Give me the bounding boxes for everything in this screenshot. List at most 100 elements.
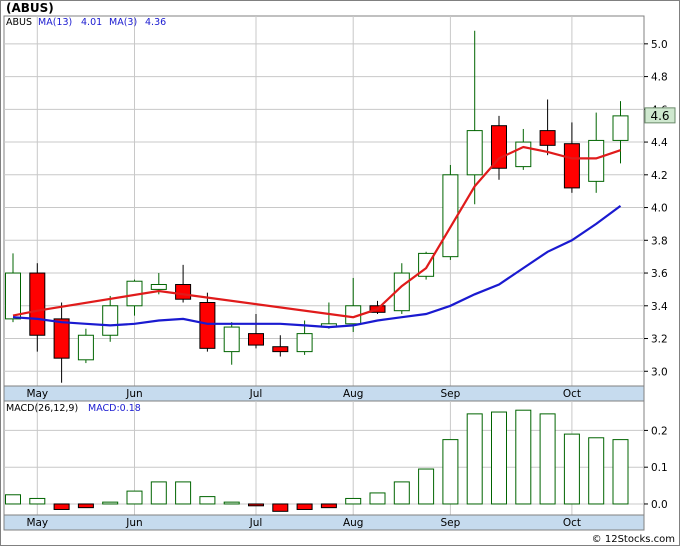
candle-body bbox=[296, 333, 313, 353]
price-plot-area bbox=[3, 15, 645, 387]
macd-bar bbox=[369, 492, 386, 505]
price-x-tick-label: Oct bbox=[563, 388, 581, 400]
macd-x-tick-label: Jul bbox=[249, 517, 263, 529]
macd-x-axis: May Jun Jul Aug Sep Oct bbox=[26, 517, 581, 529]
macd-x-tick-label: Aug bbox=[343, 517, 364, 529]
price-y-tick-label: 3.8 bbox=[651, 235, 668, 247]
candle-body bbox=[612, 115, 629, 141]
chart-title: (ABUS) bbox=[6, 1, 54, 15]
macd-plot-area bbox=[3, 400, 645, 516]
candle-body bbox=[588, 139, 605, 182]
macd-bar bbox=[126, 490, 143, 505]
macd-y-tick-label: 0.0 bbox=[651, 499, 668, 511]
legend-ma13-value: 4.01 bbox=[81, 17, 102, 28]
macd-value-label: MACD:0.18 bbox=[88, 403, 141, 414]
moving-average-lines bbox=[12, 145, 622, 329]
price-panel: 3.0 3.2 3.4 3.6 3.8 4.0 4.2 4.4 4.6 4.8 5.0 May Jun… bbox=[3, 15, 676, 402]
macd-bar bbox=[296, 503, 313, 510]
price-x-tick-label: Aug bbox=[343, 388, 364, 400]
candle bbox=[466, 30, 483, 205]
candle-body bbox=[563, 143, 580, 189]
candle-body bbox=[515, 141, 532, 168]
macd-bar bbox=[150, 481, 167, 505]
candle-body bbox=[223, 326, 240, 353]
candle-body bbox=[29, 272, 46, 336]
macd-bar bbox=[612, 439, 629, 505]
candle bbox=[102, 295, 119, 342]
price-x-tick-label: May bbox=[26, 388, 48, 400]
candle-body bbox=[466, 130, 483, 176]
candle-body bbox=[150, 283, 167, 290]
ma13-line bbox=[12, 205, 622, 329]
macd-bar bbox=[29, 497, 46, 505]
macd-bar bbox=[53, 503, 70, 510]
price-y-tick-label: 4.0 bbox=[651, 203, 668, 215]
price-x-tick-label: Sep bbox=[441, 388, 461, 400]
macd-bar bbox=[491, 411, 507, 505]
macd-y-axis: 0.0 0.1 0.2 bbox=[644, 425, 668, 511]
macd-histogram bbox=[5, 409, 629, 512]
price-y-tick-label: 3.6 bbox=[651, 268, 668, 280]
macd-bar bbox=[320, 503, 337, 509]
legend-ma3-label: MA(3) bbox=[109, 17, 137, 28]
candle bbox=[272, 335, 289, 357]
macd-panel: 0.0 0.1 0.2 May Jun Jul Aug Sep Oct bbox=[3, 400, 668, 531]
macd-bar bbox=[393, 481, 410, 505]
candle-body bbox=[539, 130, 556, 146]
macd-label: MACD(26,12,9) bbox=[6, 403, 78, 414]
price-y-tick-label: 4.2 bbox=[651, 170, 668, 182]
candle-body bbox=[272, 346, 289, 353]
candle-body bbox=[5, 272, 21, 320]
macd-x-axis-band bbox=[3, 514, 645, 531]
price-x-axis: May Jun Jul Aug Sep Oct bbox=[26, 388, 581, 400]
price-x-tick-label: Jul bbox=[249, 388, 263, 400]
legend-ma3-value: 4.36 bbox=[145, 17, 166, 28]
macd-bar bbox=[345, 497, 362, 505]
macd-bar bbox=[5, 494, 21, 505]
candle-body bbox=[53, 318, 70, 359]
candle bbox=[53, 302, 70, 383]
legend-symbol: ABUS bbox=[6, 17, 32, 28]
candle-body bbox=[77, 334, 94, 361]
candle-body bbox=[442, 174, 459, 258]
macd-bar bbox=[77, 503, 94, 509]
macd-bar bbox=[515, 409, 532, 505]
candle-body bbox=[248, 333, 264, 346]
macd-bar bbox=[223, 501, 240, 505]
price-x-tick-label: Jun bbox=[125, 388, 142, 400]
macd-x-tick-label: Oct bbox=[563, 517, 581, 529]
candle bbox=[539, 99, 556, 156]
macd-bar bbox=[248, 503, 264, 507]
candle bbox=[5, 253, 21, 323]
candle-body bbox=[102, 305, 119, 336]
candle bbox=[223, 322, 240, 365]
legend-ma13-label: MA(13) bbox=[38, 17, 72, 28]
macd-bar bbox=[466, 413, 483, 505]
macd-bar bbox=[563, 433, 580, 505]
last-price-tag-label: 4.6 bbox=[650, 109, 669, 123]
macd-bar bbox=[272, 503, 289, 512]
macd-bar bbox=[588, 437, 605, 505]
candle bbox=[77, 328, 94, 364]
last-price-tag: 4.6 bbox=[644, 107, 676, 124]
macd-bar bbox=[199, 496, 216, 505]
candle-body bbox=[491, 125, 507, 169]
ma3-line bbox=[12, 145, 621, 319]
candle-body bbox=[199, 302, 216, 349]
price-y-tick-label: 4.4 bbox=[651, 137, 668, 149]
macd-y-tick-label: 0.2 bbox=[651, 425, 668, 437]
candle-body bbox=[175, 283, 192, 300]
macd-bar bbox=[102, 501, 119, 505]
macd-y-tick-label: 0.1 bbox=[651, 462, 668, 474]
price-x-axis-band bbox=[3, 385, 645, 402]
macd-bar bbox=[175, 481, 192, 505]
last-price-tag-box bbox=[644, 107, 676, 124]
macd-x-tick-label: May bbox=[26, 517, 48, 529]
candle bbox=[588, 112, 605, 193]
macd-bar bbox=[418, 468, 435, 505]
candle bbox=[199, 292, 216, 352]
candle bbox=[442, 164, 459, 260]
macd-bar bbox=[539, 413, 556, 505]
